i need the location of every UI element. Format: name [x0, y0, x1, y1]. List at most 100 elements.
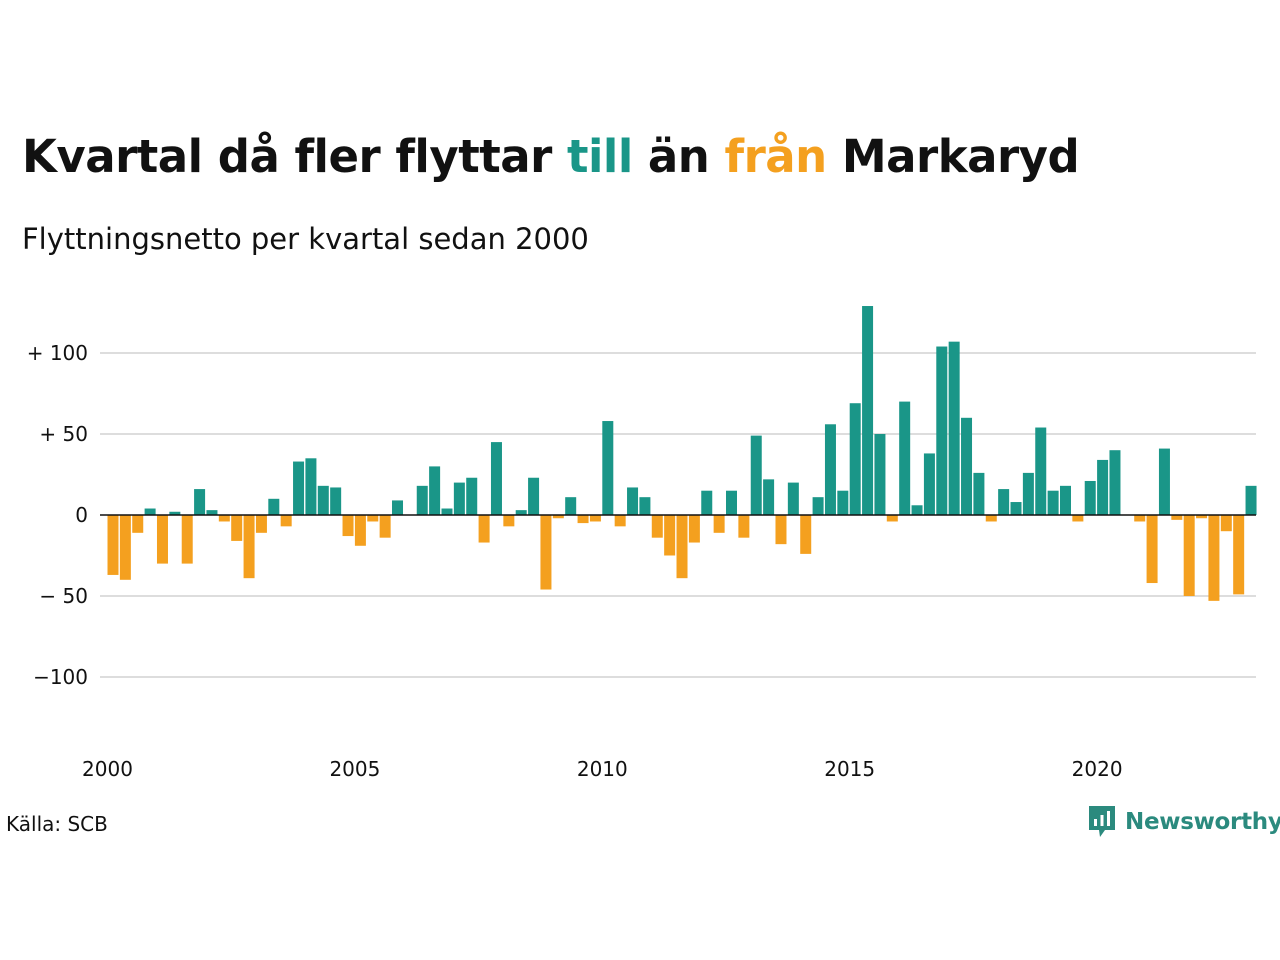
bar: [664, 515, 676, 556]
bar: [1171, 515, 1183, 520]
bar: [354, 515, 366, 546]
bars: [107, 306, 1257, 601]
bar: [119, 515, 131, 580]
bar: [787, 482, 799, 515]
bar: [181, 515, 193, 564]
x-tick-label: 2015: [824, 757, 875, 781]
bar: [367, 515, 379, 522]
bar: [1035, 427, 1047, 515]
bar: [812, 497, 824, 515]
x-axis-tick-labels: 2000 2005 2010 2015 2020: [82, 757, 1123, 781]
bar: [961, 417, 973, 515]
bar: [1146, 515, 1158, 584]
bar: [1208, 515, 1220, 601]
bar: [540, 515, 552, 590]
bar: [763, 479, 775, 515]
bar: [392, 500, 404, 515]
bar: [528, 477, 540, 515]
bar: [713, 515, 725, 533]
chart-subtitle: Flyttningsnetto per kvartal sedan 2000: [22, 222, 589, 256]
bar: [1072, 515, 1084, 522]
x-tick-label: 2000: [82, 757, 133, 781]
grid-lines: [100, 352, 1256, 678]
bar: [701, 490, 713, 515]
bar: [824, 424, 836, 515]
bar: [107, 515, 119, 575]
bar: [416, 485, 428, 515]
title-part-1: Kvartal då fler flyttar: [22, 130, 567, 183]
newsworthy-logo[interactable]: Newsworthy: [1087, 804, 1280, 840]
bar: [750, 435, 762, 515]
bar: [973, 472, 985, 515]
y-tick-label: 0: [75, 503, 88, 527]
x-tick-label: 2020: [1072, 757, 1123, 781]
bar: [515, 510, 527, 515]
bar: [1022, 472, 1034, 515]
bar: [602, 421, 614, 515]
title-part-till: till: [566, 130, 633, 183]
title-part-3: än: [632, 130, 725, 183]
y-tick-label: + 50: [39, 422, 88, 446]
title-part-fran: från: [724, 130, 828, 183]
bar: [676, 515, 688, 579]
bar: [688, 515, 700, 543]
bar: [243, 515, 255, 579]
bar: [379, 515, 391, 538]
title-part-5: Markaryd: [826, 130, 1080, 183]
bar: [1233, 515, 1245, 595]
bar: [837, 490, 849, 515]
y-tick-label: + 100: [27, 341, 88, 365]
chart-title: Kvartal då fler flyttar till än från Mar…: [22, 130, 1080, 183]
bar: [1183, 515, 1195, 596]
y-tick-label: −100: [33, 665, 88, 689]
bar: [453, 482, 465, 515]
bar: [1059, 485, 1071, 515]
x-tick-label: 2005: [329, 757, 380, 781]
bar: [268, 498, 280, 515]
bar: [144, 508, 156, 515]
bar: [800, 515, 812, 554]
bar: [1047, 490, 1059, 515]
bar: [1109, 450, 1121, 515]
bar: [317, 485, 329, 515]
bar-chart: + 100 + 50 0 − 50 −100 2000 2005 2010 2015 2020: [27, 306, 1257, 781]
bar: [503, 515, 515, 527]
bar: [441, 508, 453, 515]
newsworthy-logo-icon: [1089, 806, 1115, 837]
bar: [886, 515, 898, 522]
bar: [231, 515, 243, 541]
bar: [985, 515, 997, 522]
newsworthy-logo-text: Newsworthy: [1125, 809, 1280, 835]
bar: [639, 497, 651, 515]
bar: [169, 511, 181, 515]
bar: [218, 515, 230, 522]
bar: [552, 515, 564, 519]
y-axis-tick-labels: + 100 + 50 0 − 50 −100: [27, 341, 88, 689]
bar: [899, 401, 911, 515]
bar: [911, 505, 923, 515]
source-note: Källa: SCB: [6, 812, 108, 836]
bar: [565, 497, 577, 515]
bar: [651, 515, 663, 538]
bar: [490, 442, 502, 515]
bar: [1010, 502, 1022, 515]
bar: [194, 489, 206, 515]
bar: [589, 515, 601, 522]
bar: [330, 487, 342, 515]
bar: [255, 515, 267, 533]
bar: [1196, 515, 1208, 519]
bar: [478, 515, 490, 543]
bar: [305, 458, 317, 515]
bar: [206, 510, 218, 515]
bar: [738, 515, 750, 538]
bar: [293, 461, 305, 515]
x-tick-label: 2010: [577, 757, 628, 781]
bar: [1220, 515, 1232, 532]
bar: [466, 477, 478, 515]
bar: [936, 346, 948, 515]
bar: [849, 403, 861, 515]
bar: [429, 466, 441, 515]
bar: [998, 489, 1010, 515]
bar: [923, 453, 935, 515]
bar: [156, 515, 168, 564]
